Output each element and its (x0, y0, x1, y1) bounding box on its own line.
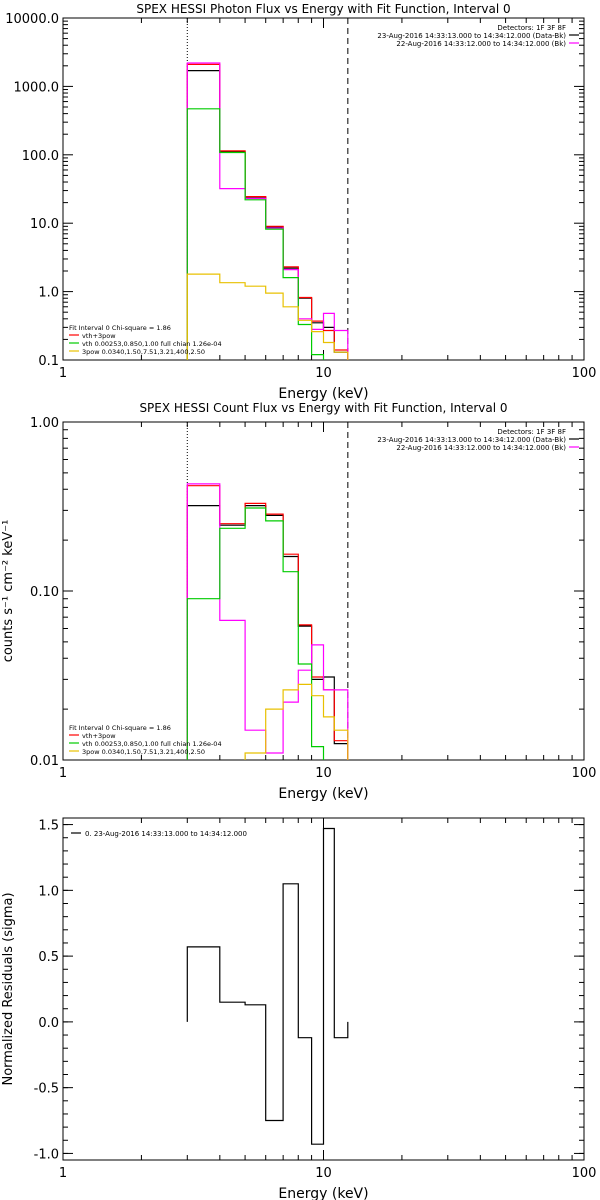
y-tick-label: 0.10 (30, 585, 59, 600)
legend-entry: vth+3pow (82, 732, 116, 740)
series-line-3 (186, 108, 325, 360)
y-tick-label: -0.5 (34, 1082, 59, 1097)
legend-entry: Fit Interval 0 Chi-square = 1.86 (69, 324, 171, 332)
x-tick-label: 10 (315, 766, 332, 781)
series-line-0 (186, 505, 349, 760)
y-tick-label: 0.01 (30, 754, 59, 769)
x-tick-label: 1 (59, 1166, 67, 1181)
legend-entry: vth+3pow (82, 332, 116, 340)
legend-entry: vth 0.00253,0.850,1.00 full chian 1.26e-… (82, 740, 222, 748)
plot-frame (62, 17, 585, 361)
x-tick-label: 1 (59, 766, 67, 781)
legend-entry: 23-Aug-2016 14:33:13.000 to 14:34:12.000… (377, 436, 566, 444)
legend-bottom: Fit Interval 0 Chi-square = 1.86vth+3pow… (69, 724, 222, 756)
legend-entry: Detectors: 1F 3F 8F (497, 24, 566, 32)
y-tick-label: 1.00 (30, 416, 59, 431)
y-tick-label: 10000.0 (5, 12, 59, 27)
y-axis-label: Normalized Residuals (sigma) (1, 892, 16, 1085)
legend-entry: 3pow 0.0340,1.50,7.51,3.21,400,2.50 (82, 748, 205, 756)
legend-top: 0. 23-Aug-2016 14:33:13.000 to 14:34:12.… (71, 830, 247, 838)
legend-entry: vth 0.00253,0.850,1.00 full chian 1.26e-… (82, 340, 222, 348)
y-tick-label: 0.1 (38, 354, 59, 369)
series-line-4 (186, 273, 349, 360)
x-tick-label: 100 (572, 1166, 597, 1181)
y-tick-label: 10.0 (30, 217, 59, 232)
x-axis-label: Energy (keV) (278, 386, 368, 402)
series-line-1 (186, 63, 349, 360)
legend-entry: 22-Aug-2016 14:33:12.000 to 14:34:12.000… (396, 444, 566, 452)
x-tick-label: 10 (315, 366, 332, 381)
legend-entry: 23-Aug-2016 14:33:13.000 to 14:34:12.000… (377, 32, 566, 40)
x-tick-label: 10 (315, 1166, 332, 1181)
series-line-2 (186, 62, 349, 360)
chart-title: SPEX HESSI Photon Flux vs Energy with Fi… (136, 2, 510, 16)
chart-panel-0: SPEX HESSI Photon Flux vs Energy with Fi… (5, 2, 596, 402)
y-tick-label: 0.0 (38, 1016, 59, 1031)
chart-title: SPEX HESSI Count Flux vs Energy with Fit… (139, 401, 507, 415)
chart-panel-1: SPEX HESSI Count Flux vs Energy with Fit… (1, 401, 597, 802)
y-tick-label: 0.5 (38, 950, 59, 965)
legend-entry: Fit Interval 0 Chi-square = 1.86 (69, 724, 171, 732)
y-tick-label: 1.0 (38, 286, 59, 301)
series-line-4 (244, 683, 349, 760)
series-line-1 (186, 485, 349, 760)
y-axis-label: counts s⁻¹ cm⁻² keV⁻¹ (1, 520, 16, 663)
series-line-3 (186, 507, 325, 760)
y-tick-label: 1.0 (38, 884, 59, 899)
y-tick-label: 1.5 (38, 819, 59, 834)
series-line-2 (186, 483, 349, 760)
legend-entry: 3pow 0.0340,1.50,7.51,3.21,400,2.50 (82, 348, 205, 356)
x-tick-label: 100 (572, 766, 597, 781)
legend-entry: 0. 23-Aug-2016 14:33:13.000 to 14:34:12.… (85, 830, 247, 838)
y-tick-label: 100.0 (22, 149, 59, 164)
legend-entry: Detectors: 1F 3F 8F (497, 428, 566, 436)
series-line-0 (186, 827, 349, 1145)
chart-panel-2: 1 10 100 Energy (keV) -1.0 -0.5 0.0 0.5 1.0 1.5 No… (1, 817, 597, 1200)
x-tick-label: 1 (59, 366, 67, 381)
legend-entry: 22-Aug-2016 14:33:12.000 to 14:34:12.000… (396, 40, 566, 48)
y-tick-label: -1.0 (34, 1147, 59, 1162)
x-axis-label: Energy (keV) (278, 1186, 368, 1200)
legend-bottom: Fit Interval 0 Chi-square = 1.86vth+3pow… (69, 324, 222, 356)
x-axis-label: Energy (keV) (278, 786, 368, 802)
x-tick-label: 100 (572, 366, 597, 381)
y-tick-label: 1000.0 (14, 80, 60, 95)
